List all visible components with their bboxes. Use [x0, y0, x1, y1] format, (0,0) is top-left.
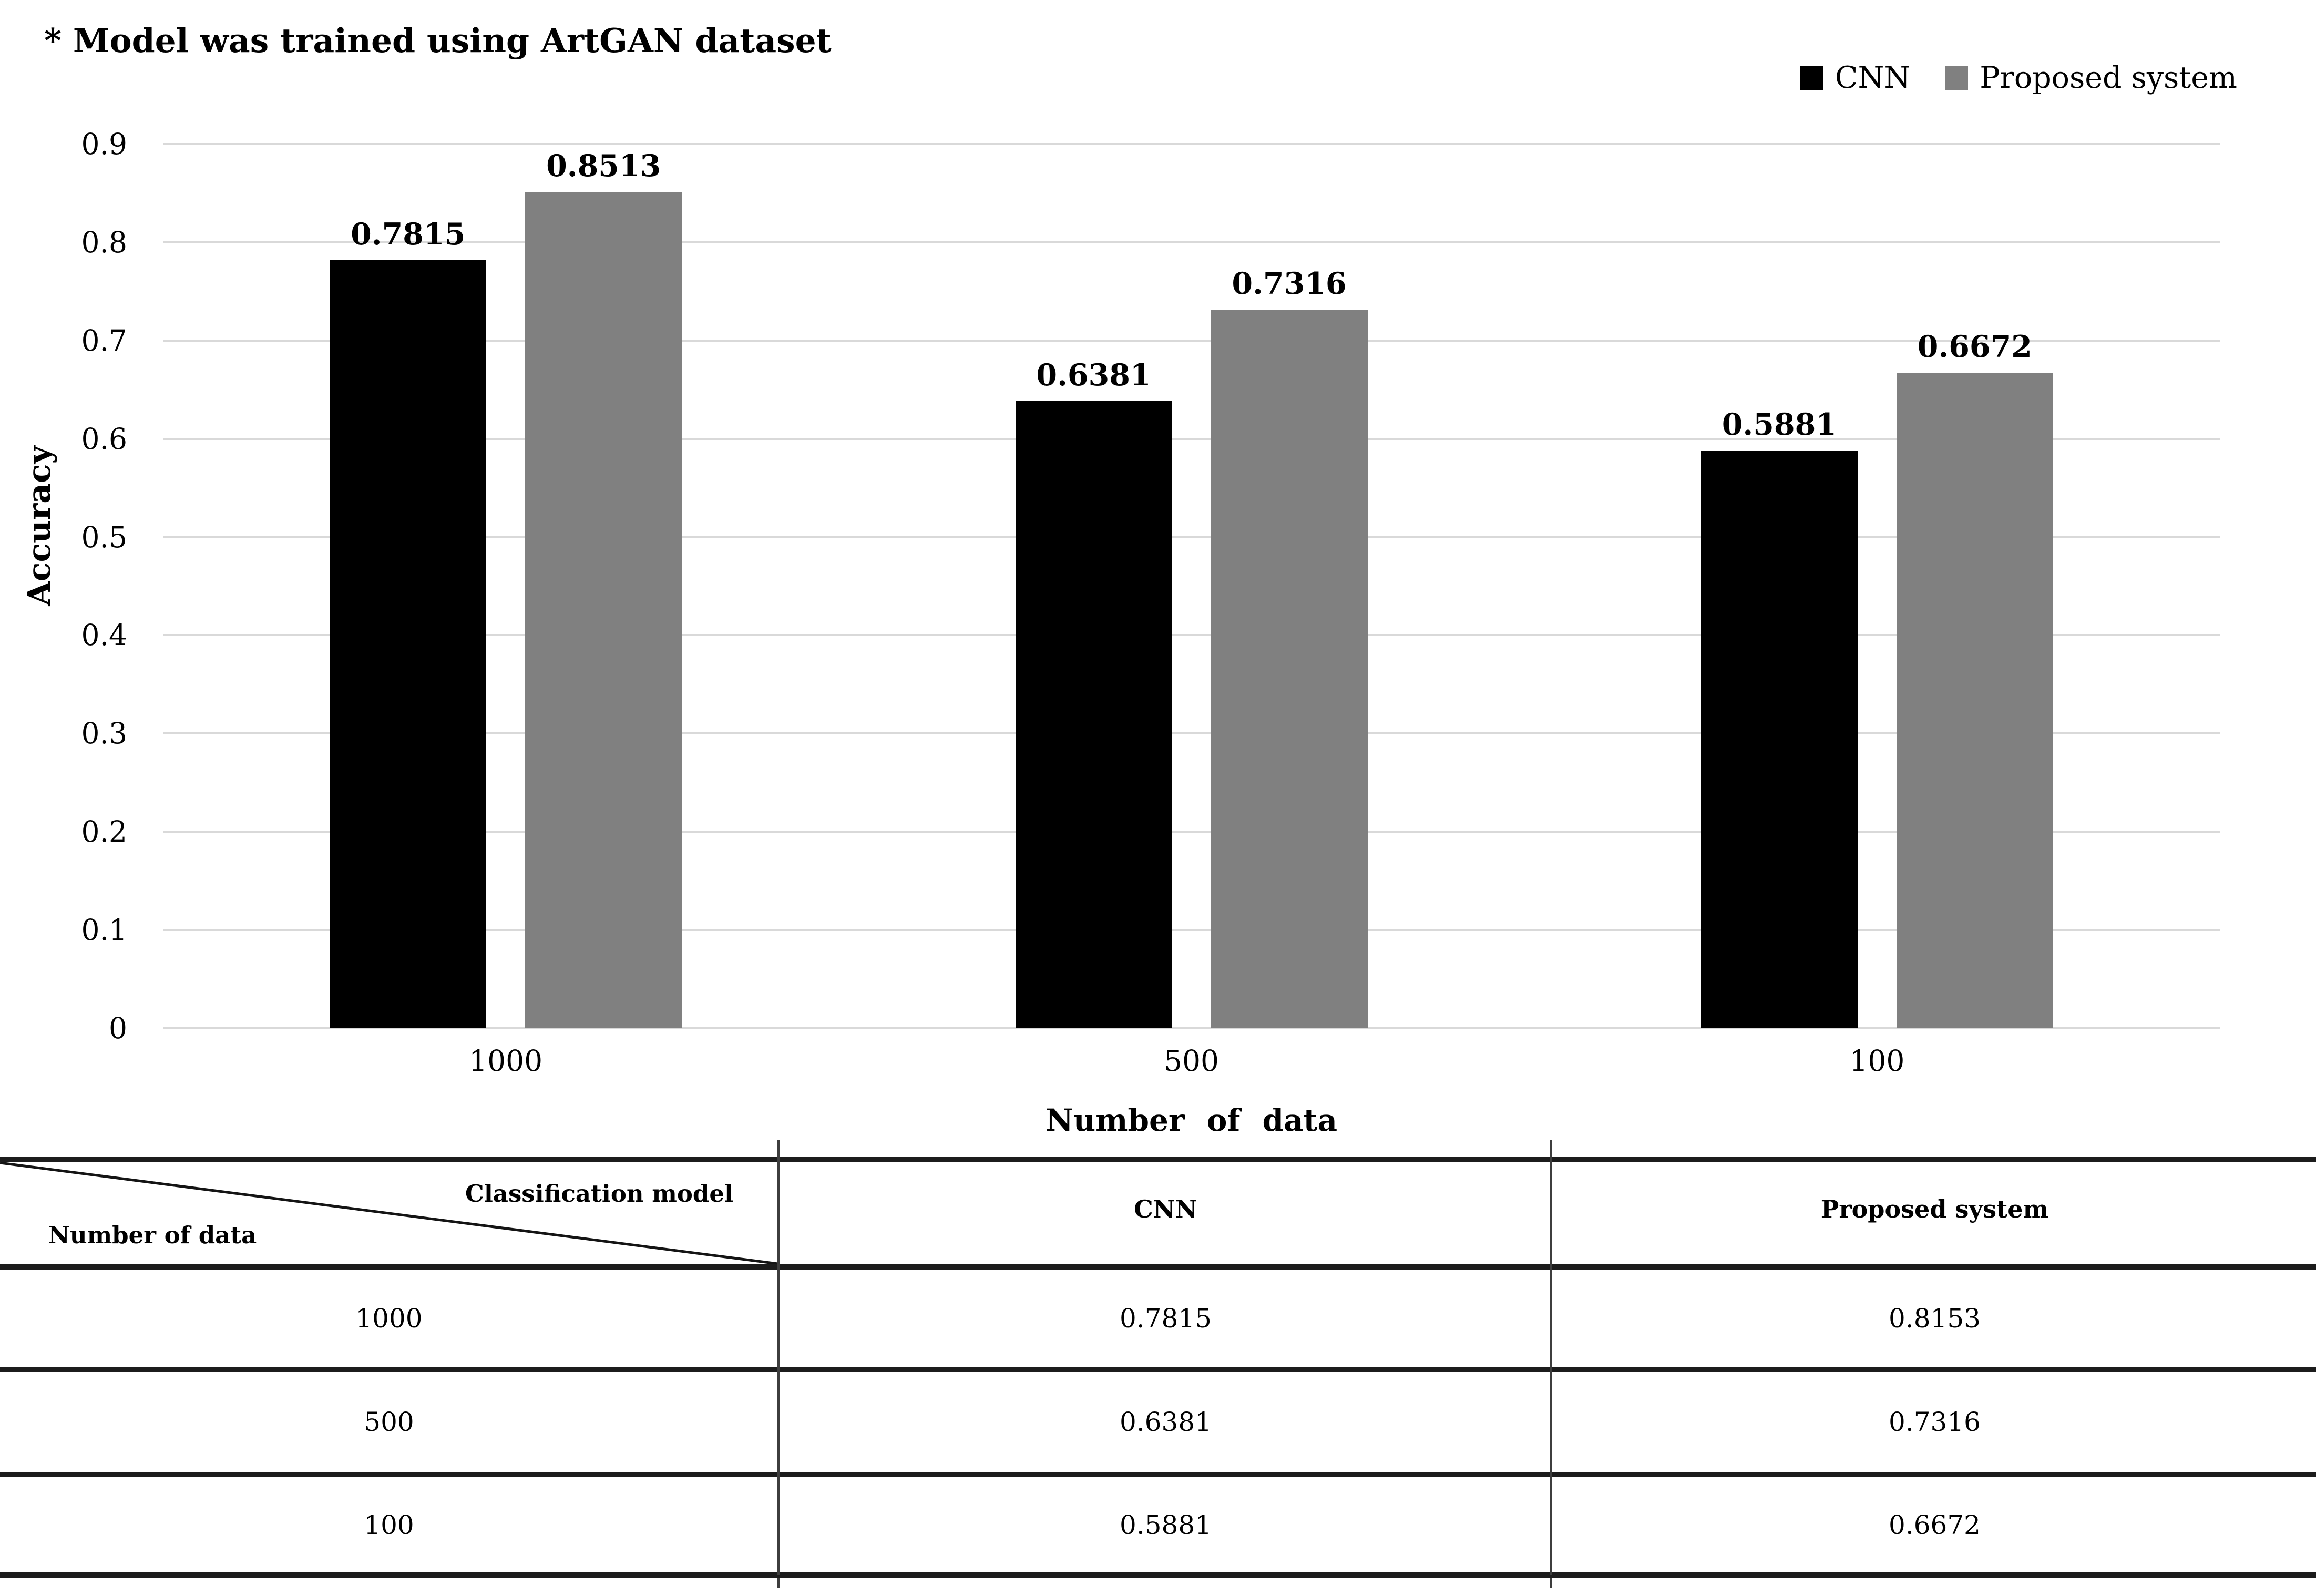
- bar-value-label-proposed-system-1000: 0.8513: [546, 148, 661, 183]
- y-tick-label-0.5: 0.5: [81, 520, 127, 554]
- table-cell-rowlabel-1000: 1000: [355, 1303, 423, 1334]
- legend-label-cnn: CNN: [1835, 60, 1911, 95]
- table-corner-diagonal-line: [0, 1162, 778, 1265]
- table-vline-stub-bottom-0: [777, 1578, 780, 1588]
- table-vline-0: [777, 1159, 780, 1575]
- gridline-0.2: [163, 831, 2220, 833]
- y-tick-label-0.6: 0.6: [81, 422, 127, 456]
- gridline-0.7: [163, 339, 2220, 342]
- table-cell-rowlabel-100: 100: [364, 1509, 414, 1540]
- table-hline-4: [0, 1572, 2316, 1578]
- table-cell-cnn-100: 0.5881: [1120, 1509, 1212, 1540]
- bar-cnn-100: [1700, 450, 1858, 1028]
- table-hline-1: [0, 1264, 2316, 1270]
- table-cell-proposed-system-100: 0.6672: [1889, 1509, 1981, 1540]
- legend-label-proposed-system: Proposed system: [1980, 60, 2237, 95]
- legend-item-cnn: CNN: [1800, 62, 1910, 94]
- gridline-0.6: [163, 437, 2220, 440]
- y-tick-label-0.4: 0.4: [81, 618, 127, 652]
- y-tick-label-0.9: 0.9: [81, 127, 127, 161]
- table-hline-2: [0, 1367, 2316, 1372]
- bar-proposed-system-100: [1896, 373, 2053, 1028]
- table-cell-cnn-1000: 0.7815: [1120, 1303, 1212, 1334]
- bar-value-label-proposed-system-500: 0.7316: [1232, 265, 1347, 301]
- table-cell-cnn-500: 0.6381: [1120, 1407, 1212, 1437]
- y-tick-label-0.2: 0.2: [81, 815, 127, 849]
- table-vline-stub-bottom-1: [1550, 1578, 1552, 1588]
- table-cell-proposed-system-500: 0.7316: [1889, 1407, 1981, 1437]
- y-tick-label-0.3: 0.3: [81, 717, 127, 751]
- chart-legend: CNN Proposed system: [1800, 62, 2237, 94]
- bar-cnn-500: [1015, 401, 1172, 1028]
- y-tick-label-0.1: 0.1: [81, 913, 127, 947]
- y-tick-label-0.7: 0.7: [81, 323, 127, 357]
- table-column-header-cnn: CNN: [1134, 1195, 1197, 1223]
- table-vline-1: [1550, 1159, 1552, 1575]
- table-cell-rowlabel-500: 500: [364, 1407, 414, 1437]
- table-cell-proposed-system-1000: 0.8153: [1889, 1303, 1981, 1334]
- bar-value-label-cnn-100: 0.5881: [1721, 406, 1837, 442]
- y-tick-label-0: 0: [109, 1011, 127, 1045]
- legend-item-proposed-system: Proposed system: [1945, 62, 2237, 94]
- table-column-header-proposed-system: Proposed system: [1820, 1195, 2049, 1223]
- bar-value-label-cnn-500: 0.6381: [1036, 357, 1151, 393]
- x-tick-label-500: 500: [1164, 1044, 1219, 1078]
- gridline-0.1: [163, 929, 2220, 932]
- bar-value-label-proposed-system-100: 0.6672: [1917, 329, 2032, 365]
- x-axis-title: Number of data: [1045, 1102, 1338, 1138]
- bar-value-label-cnn-1000: 0.7815: [351, 217, 466, 252]
- table-corner-label-number-of-data: Number of data: [48, 1221, 257, 1249]
- gridline-0.3: [163, 732, 2220, 735]
- gridline-0.4: [163, 634, 2220, 637]
- table-vline-stub-top-0: [777, 1140, 780, 1159]
- legend-swatch-cnn-icon: [1800, 66, 1823, 90]
- table-vline-stub-top-1: [1550, 1140, 1552, 1159]
- x-tick-label-1000: 1000: [469, 1044, 543, 1078]
- table-corner-label-classification-model: Classification model: [465, 1180, 734, 1208]
- chart-note-title: * Model was trained using ArtGAN dataset: [44, 21, 832, 60]
- bar-proposed-system-500: [1211, 309, 1368, 1028]
- x-tick-label-100: 100: [1849, 1044, 1905, 1078]
- table-hline-0: [0, 1157, 2316, 1162]
- legend-swatch-proposed-system-icon: [1945, 66, 1969, 90]
- bar-cnn-1000: [330, 260, 487, 1028]
- gridline-0.9: [163, 143, 2220, 145]
- table-hline-3: [0, 1472, 2316, 1477]
- gridline-0.8: [163, 241, 2220, 243]
- gridline-0.5: [163, 536, 2220, 538]
- gridline-0: [163, 1027, 2220, 1029]
- bar-proposed-system-1000: [525, 192, 682, 1028]
- y-tick-label-0.8: 0.8: [81, 225, 127, 259]
